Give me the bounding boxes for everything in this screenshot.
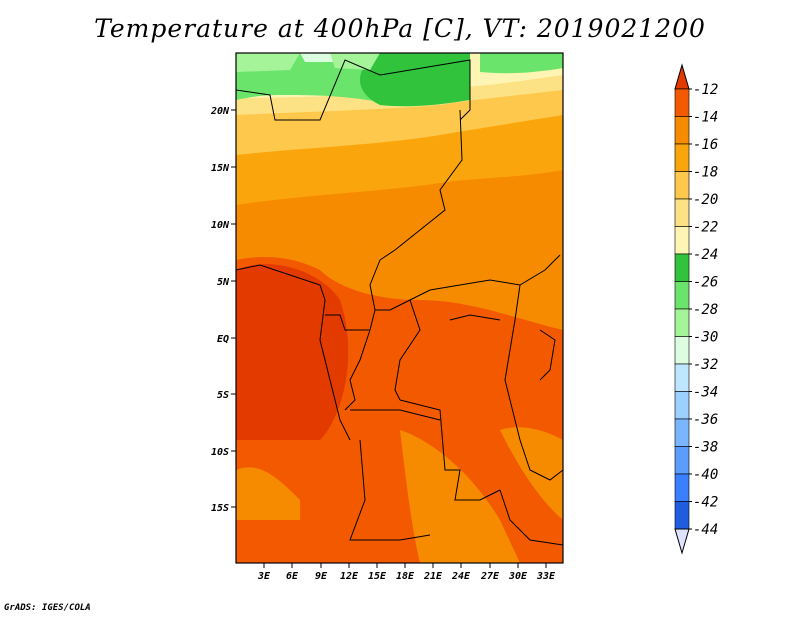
colorbar-box xyxy=(674,281,690,310)
colorbar-label: -44 xyxy=(693,522,718,538)
colorbar-label: -26 xyxy=(693,275,718,291)
map-frame xyxy=(235,52,564,564)
colorbar-label: -22 xyxy=(693,220,718,236)
lat-label-10n: 10N xyxy=(211,220,230,231)
lon-label-6e: 6E xyxy=(286,571,299,582)
lon-label-24e: 24E xyxy=(451,571,471,582)
lon-label-21e: 21E xyxy=(423,571,443,582)
colorbar-box xyxy=(674,88,690,117)
colorbar-box xyxy=(674,473,690,502)
lat-label-20n: 20N xyxy=(210,106,230,117)
temperature-field xyxy=(236,53,563,563)
colorbar-label: -40 xyxy=(693,467,718,483)
lon-label-33e: 33E xyxy=(536,571,556,582)
lon-label-3e: 3E xyxy=(257,571,271,582)
colorbar-label: -38 xyxy=(693,440,718,456)
lon-label-27e: 27E xyxy=(480,571,500,582)
lat-label-10s: 10S xyxy=(211,447,229,458)
colorbar: -12 -14 -16 -18 -20 -22 -24 -26 -28 -30 -32 -34 -36 -… xyxy=(674,63,718,555)
lon-label-18e: 18E xyxy=(396,571,415,582)
colorbar-box xyxy=(674,363,690,392)
colorbar-label: -18 xyxy=(693,165,718,181)
lon-label-15e: 15E xyxy=(368,571,387,582)
colorbar-label: -16 xyxy=(693,137,718,153)
country-borders xyxy=(236,59,563,546)
colorbar-box xyxy=(674,418,690,447)
colorbar-box xyxy=(674,308,690,337)
colorbar-label: -12 xyxy=(693,82,718,98)
lat-label-15n: 15N xyxy=(211,163,230,174)
colorbar-label: -42 xyxy=(693,495,718,511)
latitude-axis: 20N 15N 10N 5N EQ 5S 10S 15S xyxy=(210,106,236,514)
colorbar-box xyxy=(674,171,690,200)
colorbar-top-triangle xyxy=(674,63,690,90)
chart-title: Temperature at 400hPa [C], VT: 201902120… xyxy=(94,14,706,43)
lat-label-5s: 5S xyxy=(217,390,229,401)
colorbar-label: -34 xyxy=(693,385,718,401)
colorbar-box xyxy=(674,198,690,227)
credit-text: GrADS: IGES/COLA xyxy=(4,603,91,613)
colorbar-box xyxy=(674,226,690,255)
colorbar-label: -20 xyxy=(693,192,718,208)
lon-label-30e: 30E xyxy=(508,571,528,582)
colorbar-label: -32 xyxy=(693,357,718,373)
colorbar-box xyxy=(674,116,690,145)
colorbar-box xyxy=(674,143,690,172)
lon-label-12e: 12E xyxy=(340,571,359,582)
lon-label-9e: 9E xyxy=(315,571,328,582)
colorbar-label: -24 xyxy=(693,247,718,263)
colorbar-label: -36 xyxy=(693,412,718,428)
lat-label-15s: 15S xyxy=(211,503,229,514)
lat-label-5n: 5N xyxy=(217,277,230,288)
colorbar-box xyxy=(674,446,690,475)
colorbar-box xyxy=(674,391,690,420)
colorbar-box xyxy=(674,336,690,365)
colorbar-label: -14 xyxy=(693,110,718,126)
colorbar-box xyxy=(674,501,690,530)
colorbar-label: -28 xyxy=(693,302,718,318)
lat-label-eq: EQ xyxy=(217,334,229,345)
colorbar-box xyxy=(674,253,690,282)
colorbar-label: -30 xyxy=(693,330,718,346)
colorbar-bottom-triangle xyxy=(674,528,690,555)
longitude-axis: 3E 6E 9E 12E 15E 18E 21E 24E 27E 30E 33E xyxy=(257,563,556,582)
